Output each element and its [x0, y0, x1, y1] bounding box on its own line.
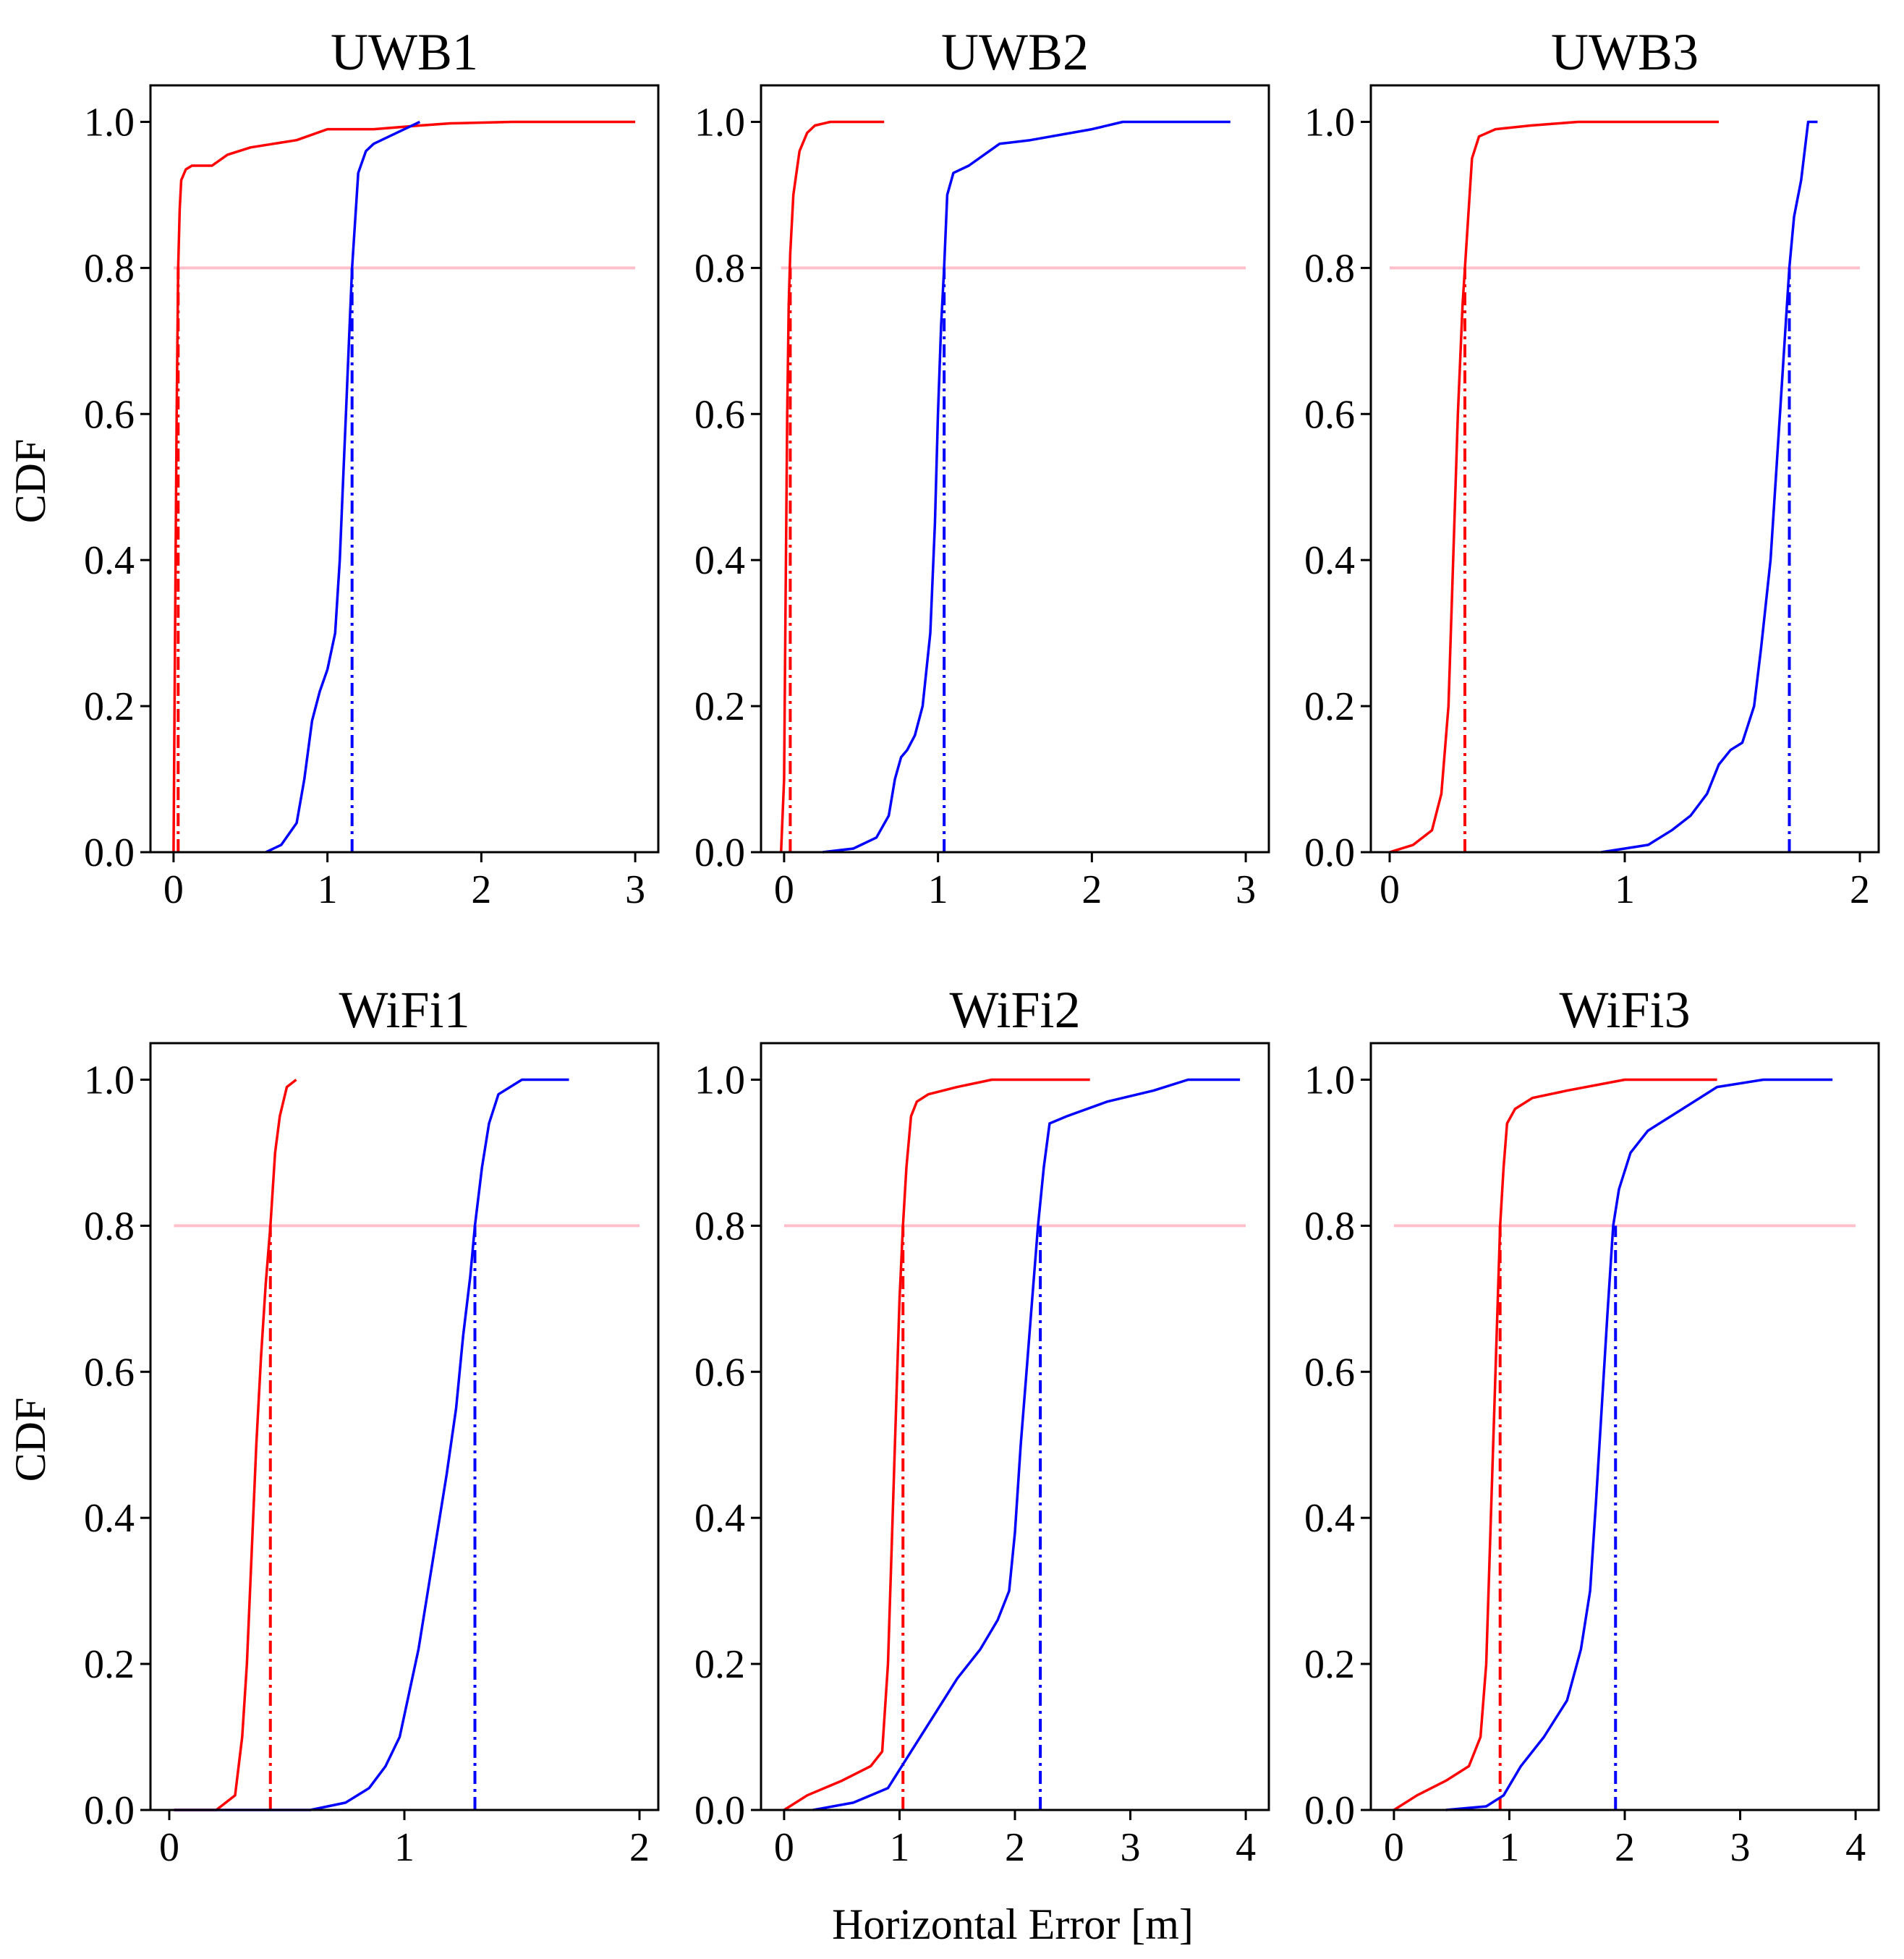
x-tick-label: 3: [1236, 867, 1256, 912]
y-tick-label: 0.6: [84, 1350, 135, 1395]
axes-frame: [149, 1042, 660, 1811]
x-axis-label: Horizontal Error [m]: [832, 1900, 1194, 1948]
x-tick-label: 4: [1845, 1825, 1866, 1870]
subplot-title: UWB1: [331, 23, 478, 81]
x-tick-label: 2: [471, 867, 491, 912]
subplot-title: UWB2: [941, 23, 1089, 81]
x-tick-label: 1: [394, 1825, 415, 1870]
y-tick-label: 0.8: [1304, 1204, 1355, 1249]
y-tick-label: 1.0: [1304, 1058, 1355, 1102]
x-tick-label: 1: [889, 1825, 909, 1870]
y-tick-label: 0.2: [84, 1642, 135, 1687]
y-tick-label: 0.2: [84, 684, 135, 729]
subplot-title: WiFi1: [339, 981, 469, 1039]
x-tick-label: 4: [1236, 1825, 1256, 1870]
x-tick-label: 3: [625, 867, 645, 912]
y-tick-label: 1.0: [694, 100, 745, 145]
y-tick-label: 0.8: [84, 246, 135, 291]
y-tick-label: 0.8: [1304, 246, 1355, 291]
y-tick-label: 0.6: [694, 392, 745, 437]
x-tick-label: 0: [159, 1825, 179, 1870]
x-tick-label: 1: [928, 867, 948, 912]
cdf-curve-blue: [174, 1078, 569, 1811]
cdf-curve-blue: [812, 1078, 1241, 1811]
y-tick-label: 1.0: [1304, 100, 1355, 145]
x-tick-label: 0: [1380, 867, 1400, 912]
y-tick-label: 0.2: [694, 684, 745, 729]
x-tick-label: 1: [318, 867, 338, 912]
cdf-curve-blue: [265, 120, 421, 854]
x-tick-label: 2: [1081, 867, 1102, 912]
subplot-uwb2: UWB2 0.0 0.2 0.4 0.6 0.8 1.0 0 1 2 3: [694, 23, 1270, 912]
y-tick-label: 0.4: [694, 1496, 745, 1541]
cdf-curve-red: [174, 1079, 297, 1811]
subplot-title: WiFi2: [949, 981, 1080, 1039]
y-tick-label: 0.2: [1304, 1642, 1355, 1687]
y-tick-label: 0.4: [84, 1496, 135, 1541]
y-tick-label: 0.2: [1304, 684, 1355, 729]
cdf-curve-blue: [822, 120, 1231, 854]
subplot-uwb3: UWB3 0.0 0.2 0.4 0.6 0.8 1.0 0 1 2: [1304, 23, 1880, 912]
y-tick-label: 0.2: [694, 1642, 745, 1687]
subplot-grid: UWB1 0.0 0.2 0.4 0.6 0.8 1.0 0 1 2 3 UWB2 0.0 0.2 0.4 0…: [84, 23, 1880, 1870]
subplot-wifi2: WiFi2 0.0 0.2 0.4 0.6 0.8 1.0 0 1 2 3 4: [694, 981, 1270, 1870]
y-tick-label: 0.4: [1304, 538, 1355, 583]
axes-frame: [1369, 1042, 1880, 1811]
cdf-curve-red: [783, 1078, 1090, 1811]
y-tick-label: 0.6: [694, 1350, 745, 1395]
y-tick-label: 0.0: [1304, 830, 1355, 875]
y-tick-label: 0.8: [84, 1204, 135, 1249]
x-tick-label: 2: [1005, 1825, 1025, 1870]
subplot-wifi1: WiFi1 0.0 0.2 0.4 0.6 0.8 1.0 0 1 2: [84, 981, 660, 1870]
y-tick-label: 0.4: [1304, 1496, 1355, 1541]
x-tick-label: 1: [1499, 1825, 1519, 1870]
x-tick-label: 2: [1850, 867, 1870, 912]
subplot-uwb1: UWB1 0.0 0.2 0.4 0.6 0.8 1.0 0 1 2 3: [84, 23, 660, 912]
cdf-curve-blue: [1445, 1078, 1833, 1811]
y-tick-label: 0.6: [1304, 1350, 1355, 1395]
x-tick-label: 0: [774, 1825, 794, 1870]
y-tick-label: 0.0: [84, 830, 135, 875]
axes-frame: [149, 84, 660, 854]
y-axis-label-bottom: CDF: [7, 1398, 54, 1482]
x-tick-label: 1: [1615, 867, 1635, 912]
y-axis-label-top: CDF: [7, 439, 54, 524]
axes-frame: [760, 84, 1270, 854]
y-tick-label: 0.4: [84, 538, 135, 583]
x-tick-label: 0: [163, 867, 184, 912]
cdf-curve-red: [1389, 120, 1719, 854]
x-tick-label: 3: [1121, 1825, 1141, 1870]
x-tick-label: 2: [1615, 1825, 1635, 1870]
subplot-title: WiFi3: [1559, 981, 1690, 1039]
y-tick-label: 0.0: [84, 1788, 135, 1833]
y-tick-label: 0.0: [694, 830, 745, 875]
y-tick-label: 0.6: [84, 392, 135, 437]
cdf-curve-red: [779, 120, 885, 853]
y-tick-label: 0.0: [1304, 1788, 1355, 1833]
x-tick-label: 2: [629, 1825, 650, 1870]
x-tick-label: 0: [774, 867, 794, 912]
y-tick-label: 0.0: [694, 1788, 745, 1833]
subplot-wifi3: WiFi3 0.0 0.2 0.4 0.6 0.8 1.0 0 1 2 3 4: [1304, 981, 1880, 1870]
subplot-title: UWB3: [1551, 23, 1699, 81]
cdf-curve-red: [1393, 1078, 1717, 1811]
y-tick-label: 0.4: [694, 538, 745, 583]
cdf-curve-blue: [1601, 120, 1818, 854]
x-tick-label: 0: [1384, 1825, 1404, 1870]
y-tick-label: 0.8: [694, 246, 745, 291]
axes-frame: [760, 1042, 1270, 1811]
y-tick-label: 1.0: [84, 1058, 135, 1102]
y-tick-label: 1.0: [694, 1058, 745, 1102]
y-tick-label: 1.0: [84, 100, 135, 145]
y-tick-label: 0.8: [694, 1204, 745, 1249]
y-tick-label: 0.6: [1304, 392, 1355, 437]
cdf-curve-red: [172, 120, 636, 853]
x-tick-label: 3: [1730, 1825, 1751, 1870]
